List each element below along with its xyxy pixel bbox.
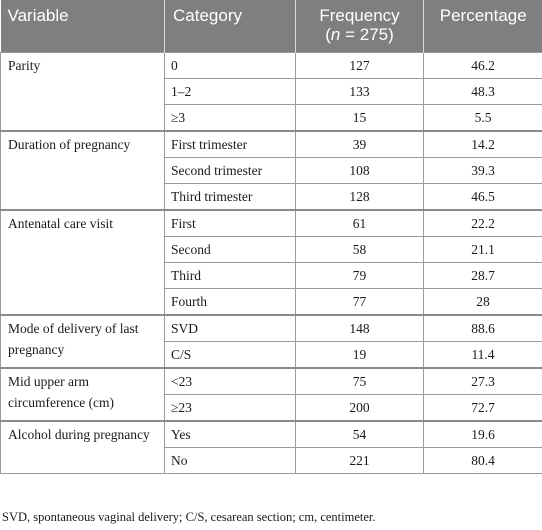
header-frequency: Frequency (n = 275): [295, 0, 424, 53]
percentage-cell: 72.7: [423, 394, 542, 422]
percentage-cell: 27.3: [423, 367, 542, 395]
table-row: Alcohol during pregnancy Yes 54 19.6: [0, 420, 542, 474]
percentage-cell: 46.2: [423, 52, 542, 79]
percentage-cell: 80.4: [423, 447, 542, 474]
table-row: Third 79 28.7: [1, 262, 542, 289]
percentage-cell: 88.6: [423, 314, 542, 342]
variable-cell: Parity: [0, 52, 165, 132]
header-frequency-count: = 275): [340, 25, 394, 44]
percentage-cell: 28: [423, 288, 542, 316]
variable-cell: Antenatal care visit: [0, 209, 165, 316]
percentage-cell: 11.4: [423, 341, 542, 369]
frequency-cell: 133: [295, 78, 424, 105]
percentage-cell: 48.3: [423, 78, 542, 105]
percentage-cell: 5.5: [423, 104, 542, 132]
variable-cell: Mode of delivery of last pregnancy: [0, 314, 165, 369]
table-row: ≥3 15 5.5: [1, 104, 542, 132]
category-cell: ≥23: [164, 394, 296, 422]
category-cell: First: [164, 209, 296, 237]
frequency-cell: 54: [295, 420, 424, 448]
frequency-cell: 148: [295, 314, 424, 342]
table-container: Variable Category Frequency (n = 275) Pe…: [0, 0, 542, 474]
frequency-cell: 127: [295, 52, 424, 79]
frequency-cell: 221: [295, 447, 424, 474]
percentage-cell: 22.2: [423, 209, 542, 237]
frequency-cell: 77: [295, 288, 424, 316]
table-row: Second trimester 108 39.3: [1, 157, 542, 184]
category-cell: ≥3: [164, 104, 296, 132]
header-category: Category: [164, 0, 296, 53]
table-row: Mode of delivery of last pregnancy SVD 148…: [0, 314, 542, 369]
variable-cell: Duration of pregnancy: [0, 130, 165, 211]
percentage-cell: 21.1: [423, 236, 542, 263]
header-frequency-open: (: [325, 25, 331, 44]
category-cell: SVD: [164, 314, 296, 342]
header-percentage: Percentage: [423, 0, 542, 53]
frequency-cell: 108: [295, 157, 424, 184]
table-row: Third trimester 128 46.5: [1, 183, 542, 211]
category-cell: 1–2: [164, 78, 296, 105]
header-variable: Variable: [0, 0, 165, 53]
variable-cell: Mid upper arm circumference (cm): [0, 367, 165, 422]
table-row: 1–2 133 48.3: [1, 78, 542, 105]
data-table: Variable Category Frequency (n = 275) Pe…: [0, 0, 542, 474]
category-cell: Fourth: [164, 288, 296, 316]
frequency-cell: 15: [295, 104, 424, 132]
percentage-cell: 14.2: [423, 130, 542, 158]
table-footnote: SVD, spontaneous vaginal delivery; C/S, …: [2, 510, 376, 524]
header-row: Variable Category Frequency (n = 275) Pe…: [0, 0, 542, 53]
header-frequency-n: n: [330, 25, 341, 44]
percentage-cell: 46.5: [423, 183, 542, 211]
table-row: Mid upper arm circumference (cm) <23 75 27.…: [0, 367, 542, 422]
table-row: Parity 0 127 46.2: [0, 52, 542, 132]
percentage-cell: 19.6: [423, 420, 542, 448]
category-cell: Second trimester: [164, 157, 296, 184]
frequency-cell: 39: [295, 130, 424, 158]
table-row: No 221 80.4: [1, 447, 542, 474]
frequency-cell: 19: [295, 341, 424, 369]
category-cell: C/S: [164, 341, 296, 369]
table-body: Parity 0 127 46.2 1–2 133 48.3 ≥3 15 5.5 Duration …: [0, 52, 542, 474]
category-cell: Second: [164, 236, 296, 263]
frequency-cell: 61: [295, 209, 424, 237]
table-row: Duration of pregnancy First trimester 39 14…: [0, 130, 542, 211]
table-row: Fourth 77 28: [1, 288, 542, 316]
frequency-cell: 58: [295, 236, 424, 263]
category-cell: Third trimester: [164, 183, 296, 211]
frequency-cell: 128: [295, 183, 424, 211]
frequency-cell: 200: [295, 394, 424, 422]
header-frequency-label: Frequency: [319, 6, 400, 25]
percentage-cell: 39.3: [423, 157, 542, 184]
category-cell: 0: [164, 52, 296, 79]
frequency-cell: 75: [295, 367, 424, 395]
category-cell: First trimester: [164, 130, 296, 158]
category-cell: No: [164, 447, 296, 474]
percentage-cell: 28.7: [423, 262, 542, 289]
category-cell: Yes: [164, 420, 296, 448]
table-row: Antenatal care visit First 61 22.2: [0, 209, 542, 316]
table-row: C/S 19 11.4: [1, 341, 542, 369]
table-row: Second 58 21.1: [1, 236, 542, 263]
variable-cell: Alcohol during pregnancy: [0, 420, 165, 474]
table-row: ≥23 200 72.7: [1, 394, 542, 422]
frequency-cell: 79: [295, 262, 424, 289]
category-cell: <23: [164, 367, 296, 395]
category-cell: Third: [164, 262, 296, 289]
